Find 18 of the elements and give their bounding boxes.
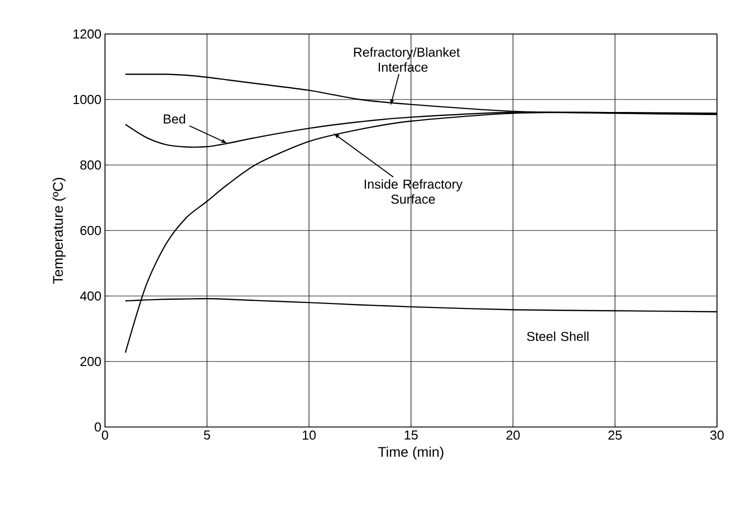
x-tick-label: 10 [302,430,316,440]
x-axis-title: Time (min) [378,446,444,460]
x-tick-label: 0 [102,430,108,440]
x-tick-label: 15 [404,430,418,440]
x-tick-label: 30 [710,430,724,440]
x-tick-label: 5 [204,430,210,440]
x-tick-label: 25 [608,430,622,440]
y-tick-label: 600 [80,226,101,236]
y-axis-title: Temperature (ºC) [52,178,66,284]
annotation: Steel Shell [527,332,588,342]
y-tick-label: 1200 [74,29,101,39]
annotation: Bed [164,114,186,124]
y-tick-label: 0 [94,422,101,432]
y-tick-label: 400 [80,291,101,301]
y-tick-label: 1000 [74,94,101,104]
y-tick-label: 800 [80,160,101,170]
y-tick-label: 200 [80,356,101,366]
x-tick-label: 20 [506,430,520,440]
